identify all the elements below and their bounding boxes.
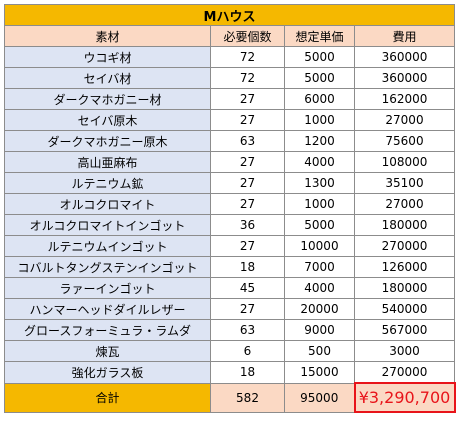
- unit-price-cell[interactable]: 7000: [284, 256, 355, 278]
- cost-cell[interactable]: 540000: [354, 298, 455, 320]
- table-row: グロースフォーミュラ・ラムダ 63 9000 567000: [4, 319, 455, 341]
- cost-table: Mハウス 素材 必要個数 想定単価 費用 ウコギ材 72 5000 360000 セイバ…: [4, 4, 456, 413]
- cost-cell[interactable]: 3000: [354, 340, 455, 362]
- table-title[interactable]: Mハウス: [4, 4, 455, 26]
- cost-cell[interactable]: 180000: [354, 277, 455, 299]
- cost-cell[interactable]: 108000: [354, 151, 455, 173]
- cost-cell[interactable]: 75600: [354, 130, 455, 152]
- table-row: 高山亜麻布 27 4000 108000: [4, 151, 455, 173]
- unit-price-cell[interactable]: 5000: [284, 67, 355, 89]
- unit-price-cell[interactable]: 10000: [284, 235, 355, 257]
- unit-price-cell[interactable]: 1000: [284, 193, 355, 215]
- table-row: ダークマホガニー原木 63 1200 75600: [4, 130, 455, 152]
- qty-cell[interactable]: 18: [210, 361, 285, 384]
- qty-cell[interactable]: 27: [210, 109, 285, 131]
- qty-cell[interactable]: 63: [210, 319, 285, 341]
- unit-price-cell[interactable]: 5000: [284, 46, 355, 68]
- cost-cell[interactable]: 180000: [354, 214, 455, 236]
- material-cell[interactable]: グロースフォーミュラ・ラムダ: [4, 319, 211, 341]
- total-cost[interactable]: ¥3,290,700: [353, 382, 456, 413]
- table-row: 煉瓦 6 500 3000: [4, 340, 455, 362]
- unit-price-cell[interactable]: 1000: [284, 109, 355, 131]
- material-cell[interactable]: オルコクロマイト: [4, 193, 211, 215]
- qty-cell[interactable]: 27: [210, 88, 285, 110]
- material-cell[interactable]: ウコギ材: [4, 46, 211, 68]
- table-row: 強化ガラス板 18 15000 270000: [4, 361, 455, 384]
- unit-price-cell[interactable]: 4000: [284, 277, 355, 299]
- table-row: セイバ原木 27 1000 27000: [4, 109, 455, 131]
- header-qty[interactable]: 必要個数: [210, 25, 285, 47]
- qty-cell[interactable]: 45: [210, 277, 285, 299]
- material-cell[interactable]: ダークマホガニー材: [4, 88, 211, 110]
- cost-cell[interactable]: 360000: [354, 67, 455, 89]
- table-row: ハンマーヘッドダイルレザー 27 20000 540000: [4, 298, 455, 320]
- cost-cell[interactable]: 360000: [354, 46, 455, 68]
- qty-cell[interactable]: 6: [210, 340, 285, 362]
- header-unit-price[interactable]: 想定単価: [284, 25, 355, 47]
- qty-cell[interactable]: 72: [210, 46, 285, 68]
- total-unit-price[interactable]: 95000: [284, 382, 355, 413]
- table-row: ウコギ材 72 5000 360000: [4, 46, 455, 68]
- qty-cell[interactable]: 27: [210, 298, 285, 320]
- unit-price-cell[interactable]: 9000: [284, 319, 355, 341]
- spreadsheet: Mハウス 素材 必要個数 想定単価 費用 ウコギ材 72 5000 360000 セイバ…: [4, 4, 456, 413]
- unit-price-cell[interactable]: 500: [284, 340, 355, 362]
- cost-cell[interactable]: 270000: [354, 361, 455, 384]
- unit-price-cell[interactable]: 20000: [284, 298, 355, 320]
- material-cell[interactable]: 強化ガラス板: [4, 361, 211, 384]
- qty-cell[interactable]: 36: [210, 214, 285, 236]
- header-cost[interactable]: 費用: [354, 25, 455, 47]
- qty-cell[interactable]: 27: [210, 172, 285, 194]
- cost-cell[interactable]: 27000: [354, 193, 455, 215]
- qty-cell[interactable]: 27: [210, 193, 285, 215]
- cost-cell[interactable]: 27000: [354, 109, 455, 131]
- cost-cell[interactable]: 35100: [354, 172, 455, 194]
- unit-price-cell[interactable]: 1200: [284, 130, 355, 152]
- table-row: ラァーインゴット 45 4000 180000: [4, 277, 455, 299]
- qty-cell[interactable]: 27: [210, 235, 285, 257]
- material-cell[interactable]: ハンマーヘッドダイルレザー: [4, 298, 211, 320]
- material-cell[interactable]: ラァーインゴット: [4, 277, 211, 299]
- qty-cell[interactable]: 18: [210, 256, 285, 278]
- unit-price-cell[interactable]: 15000: [284, 361, 355, 384]
- table-row: ルテニウムインゴット 27 10000 270000: [4, 235, 455, 257]
- material-cell[interactable]: ルテニウム鉱: [4, 172, 211, 194]
- material-cell[interactable]: オルコクロマイトインゴット: [4, 214, 211, 236]
- unit-price-cell[interactable]: 6000: [284, 88, 355, 110]
- qty-cell[interactable]: 27: [210, 151, 285, 173]
- table-row: ルテニウム鉱 27 1300 35100: [4, 172, 455, 194]
- total-row: 合計 582 95000 ¥3,290,700: [4, 382, 456, 413]
- table-row: セイバ材 72 5000 360000: [4, 67, 455, 89]
- table-row: コバルトタングステンインゴット 18 7000 126000: [4, 256, 455, 278]
- cost-cell[interactable]: 162000: [354, 88, 455, 110]
- material-cell[interactable]: コバルトタングステンインゴット: [4, 256, 211, 278]
- material-cell[interactable]: 煉瓦: [4, 340, 211, 362]
- title-row: Mハウス: [4, 4, 455, 26]
- table-row: オルコクロマイトインゴット 36 5000 180000: [4, 214, 455, 236]
- cost-cell[interactable]: 270000: [354, 235, 455, 257]
- material-cell[interactable]: ダークマホガニー原木: [4, 130, 211, 152]
- total-label[interactable]: 合計: [4, 382, 211, 413]
- qty-cell[interactable]: 63: [210, 130, 285, 152]
- header-row: 素材 必要個数 想定単価 費用: [4, 25, 455, 47]
- unit-price-cell[interactable]: 1300: [284, 172, 355, 194]
- material-cell[interactable]: ルテニウムインゴット: [4, 235, 211, 257]
- unit-price-cell[interactable]: 4000: [284, 151, 355, 173]
- material-cell[interactable]: セイバ原木: [4, 109, 211, 131]
- qty-cell[interactable]: 72: [210, 67, 285, 89]
- table-row: ダークマホガニー材 27 6000 162000: [4, 88, 455, 110]
- cost-cell[interactable]: 126000: [354, 256, 455, 278]
- material-cell[interactable]: セイバ材: [4, 67, 211, 89]
- material-cell[interactable]: 高山亜麻布: [4, 151, 211, 173]
- total-qty[interactable]: 582: [210, 382, 285, 413]
- unit-price-cell[interactable]: 5000: [284, 214, 355, 236]
- table-row: オルコクロマイト 27 1000 27000: [4, 193, 455, 215]
- header-material[interactable]: 素材: [4, 25, 211, 47]
- cost-cell[interactable]: 567000: [354, 319, 455, 341]
